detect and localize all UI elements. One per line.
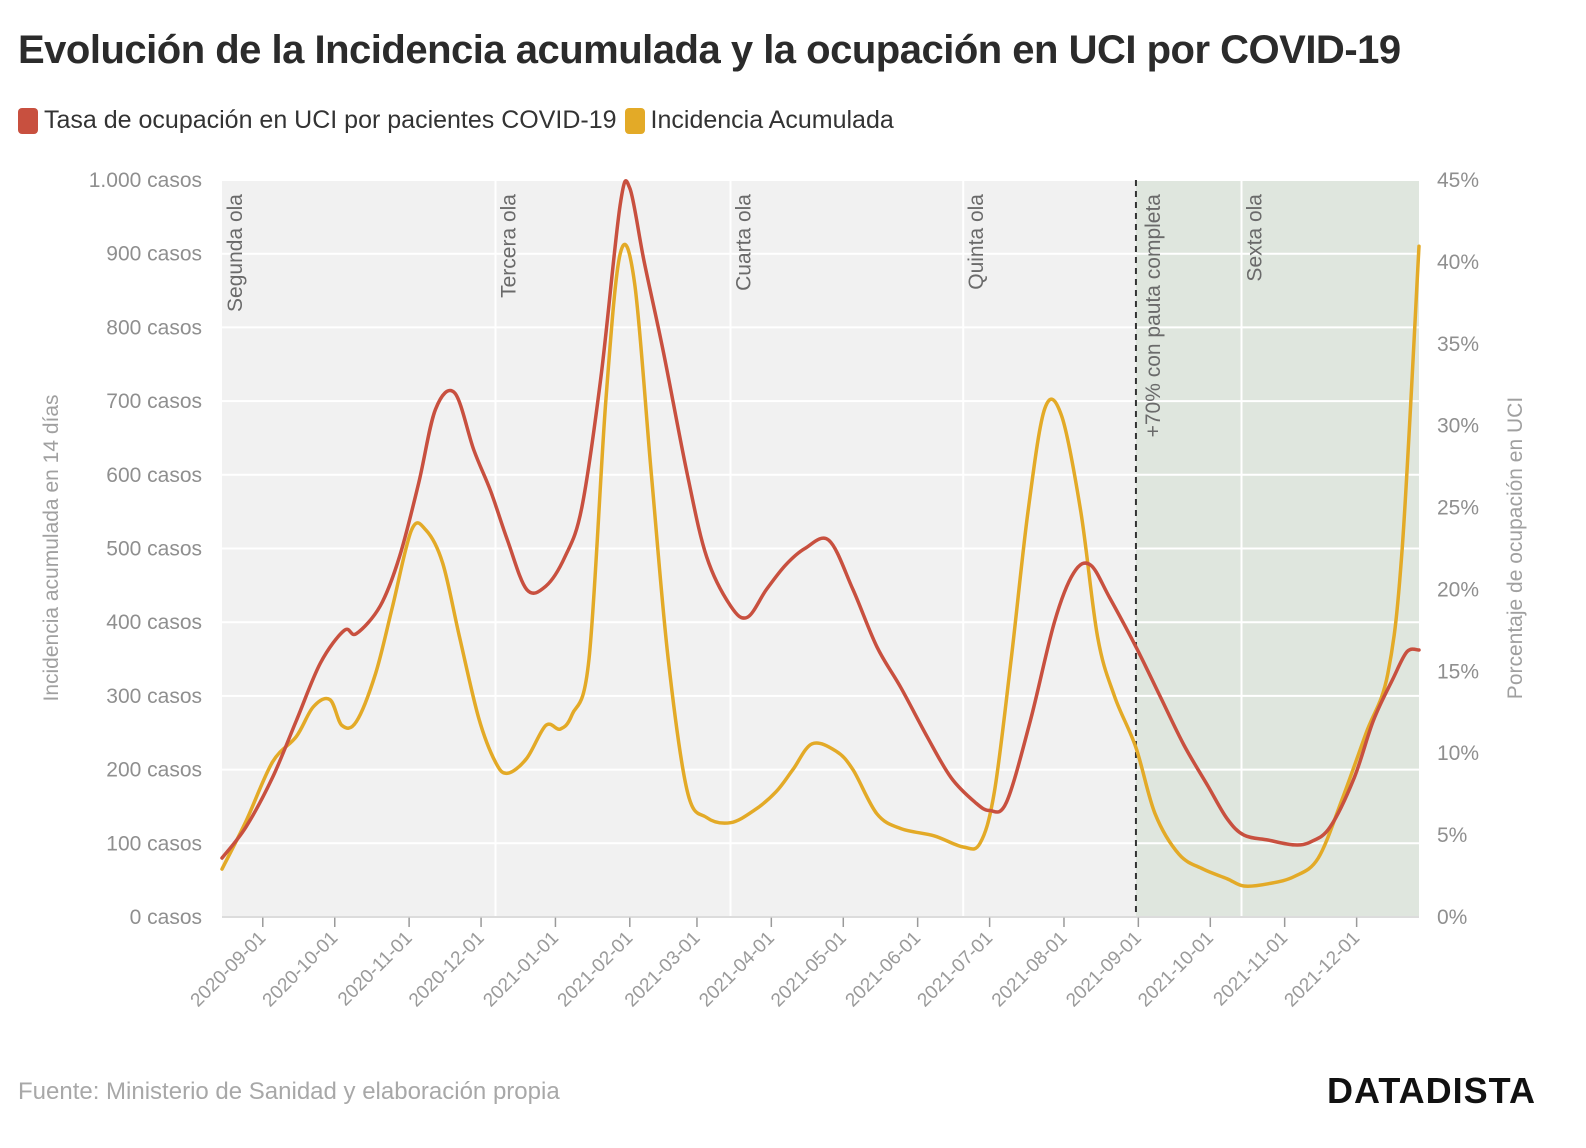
y-tick-right: 35%	[1437, 333, 1479, 356]
x-tick-label: 2021-09-01	[1062, 928, 1146, 1012]
x-tick-label: 2021-08-01	[988, 928, 1072, 1012]
y-axis-left-title: Incidencia acumulada en 14 días	[40, 394, 63, 701]
series-line-incidence	[220, 242, 1421, 889]
y-axis-right: 0% 5% 10% 15% 20% 25% 30% 35% 40% 45%	[1437, 169, 1479, 929]
y-tick-right: 20%	[1437, 578, 1479, 601]
y-tick-right: 40%	[1437, 251, 1479, 274]
legend-swatch-uci	[18, 107, 38, 134]
y-tick-left: 100 casos	[106, 832, 202, 855]
x-tick-label: 2021-05-01	[767, 928, 851, 1012]
series-line-uci	[220, 179, 1421, 860]
x-tick-label: 2021-11-01	[1210, 928, 1293, 1011]
y-axis-right-title: Porcentaje de ocupación en UCI	[1504, 397, 1527, 699]
y-tick-left: 300 casos	[106, 685, 202, 708]
x-tick-label: 2021-10-01	[1134, 928, 1218, 1012]
y-tick-left: 1.000 casos	[89, 169, 202, 192]
source-note: Fuente: Ministerio de Sanidad y elaborac…	[18, 1078, 560, 1105]
x-tick-label: 2021-07-01	[914, 928, 998, 1012]
legend-label-incidence: Incidencia Acumulada	[650, 106, 894, 134]
wave-label: Sexta ola	[1243, 194, 1266, 282]
y-tick-right: 30%	[1437, 415, 1479, 438]
y-tick-right: 0%	[1437, 906, 1467, 929]
y-tick-left: 500 casos	[106, 538, 202, 561]
wave-label: Tercera ola	[497, 194, 520, 298]
y-tick-right: 5%	[1437, 824, 1467, 847]
y-tick-left: 200 casos	[106, 759, 202, 782]
x-tick-label: 2020-11-01	[334, 928, 417, 1011]
x-tick-label: 2020-12-01	[405, 928, 489, 1012]
wave-lines	[494, 180, 1243, 917]
x-tick-label: 2020-10-01	[259, 928, 343, 1012]
y-tick-right: 45%	[1437, 169, 1479, 192]
wave-label: Cuarta ola	[733, 194, 756, 291]
y-tick-right: 10%	[1437, 742, 1479, 765]
y-tick-left: 400 casos	[106, 611, 202, 634]
chart-title: Evolución de la Incidencia acumulada y l…	[18, 28, 1401, 72]
legend: Tasa de ocupación en UCI por pacientes C…	[18, 106, 902, 135]
y-tick-left: 0 casos	[130, 906, 202, 929]
wave-label: Quinta ola	[965, 194, 988, 290]
y-tick-left: 800 casos	[106, 316, 202, 339]
milestone-label: +70% con pauta completa	[1142, 194, 1165, 438]
x-tick-label: 2021-04-01	[695, 928, 779, 1012]
series-lines	[220, 179, 1421, 889]
x-tick-label: 2020-09-01	[187, 928, 271, 1012]
y-tick-right: 15%	[1437, 660, 1479, 683]
y-tick-left: 600 casos	[106, 464, 202, 487]
wave-label: Segunda ola	[224, 194, 247, 312]
x-tick-label: 2021-01-01	[479, 928, 563, 1012]
legend-swatch-incidence	[624, 107, 645, 134]
annotations: Segunda ola Tercera ola Cuarta ola Quinta o…	[224, 194, 1266, 438]
x-tick-label: 2021-06-01	[842, 928, 926, 1012]
y-tick-right: 25%	[1437, 497, 1479, 520]
x-tick-label: 2021-12-01	[1281, 928, 1365, 1012]
x-axis: 2020-09-012020-10-012020-11-012020-12-01…	[187, 916, 1419, 1012]
y-tick-left: 700 casos	[106, 390, 202, 413]
legend-item-uci[interactable]: Tasa de ocupación en UCI por pacientes C…	[18, 106, 617, 135]
legend-item-incidence[interactable]: Incidencia Acumulada	[624, 106, 894, 135]
y-axis-left: 0 casos 100 casos 200 casos 300 casos 400 ca…	[89, 169, 202, 929]
legend-label-uci: Tasa de ocupación en UCI por pacientes C…	[44, 106, 617, 134]
brand-logo: DATADISTA	[1327, 1070, 1536, 1111]
y-tick-left: 900 casos	[106, 243, 202, 266]
